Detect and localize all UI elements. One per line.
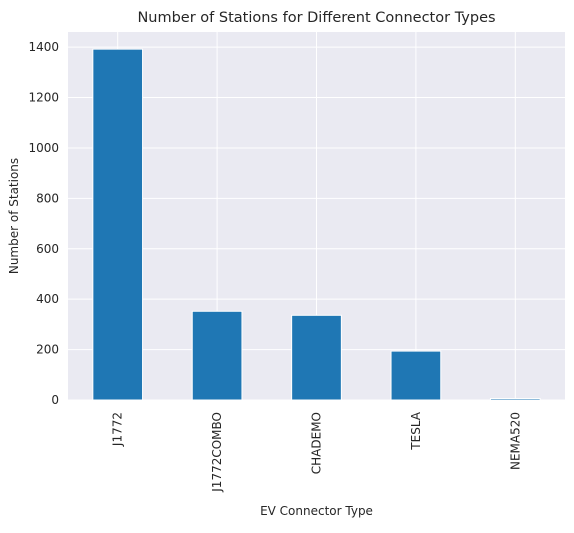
- y-axis-ticks: 0 200 400 600 800 1000 1200 1400: [28, 40, 59, 407]
- x-tick-label: CHADEMO: [310, 412, 324, 474]
- y-tick-label: 600: [36, 242, 59, 256]
- y-tick-label: 1400: [28, 40, 59, 54]
- y-tick-label: 1000: [28, 141, 59, 155]
- bar-chademo: [291, 314, 342, 401]
- x-tick-label: J1772COMBO: [210, 412, 224, 493]
- y-tick-label: 400: [36, 292, 59, 306]
- chart-title: Number of Stations for Different Connect…: [137, 10, 495, 26]
- x-tick-label: NEMA520: [508, 412, 522, 470]
- y-tick-label: 1200: [28, 91, 59, 105]
- bar-j1772: [92, 48, 144, 401]
- bar-j1772combo: [191, 310, 243, 401]
- x-axis-label: EV Connector Type: [260, 504, 373, 518]
- y-tick-label: 200: [36, 343, 59, 357]
- y-tick-label: 800: [36, 191, 59, 205]
- bar-nema520: [489, 397, 541, 401]
- x-axis-ticks: J1772 J1772COMBO CHADEMO TESLA NEMA520: [111, 411, 523, 493]
- x-tick-label: TESLA: [409, 411, 423, 450]
- bar-tesla: [390, 350, 442, 401]
- x-tick-label: J1772: [111, 412, 125, 447]
- y-axis-label: Number of Stations: [7, 158, 21, 274]
- bars: [92, 48, 541, 401]
- y-tick-label: 0: [51, 393, 59, 407]
